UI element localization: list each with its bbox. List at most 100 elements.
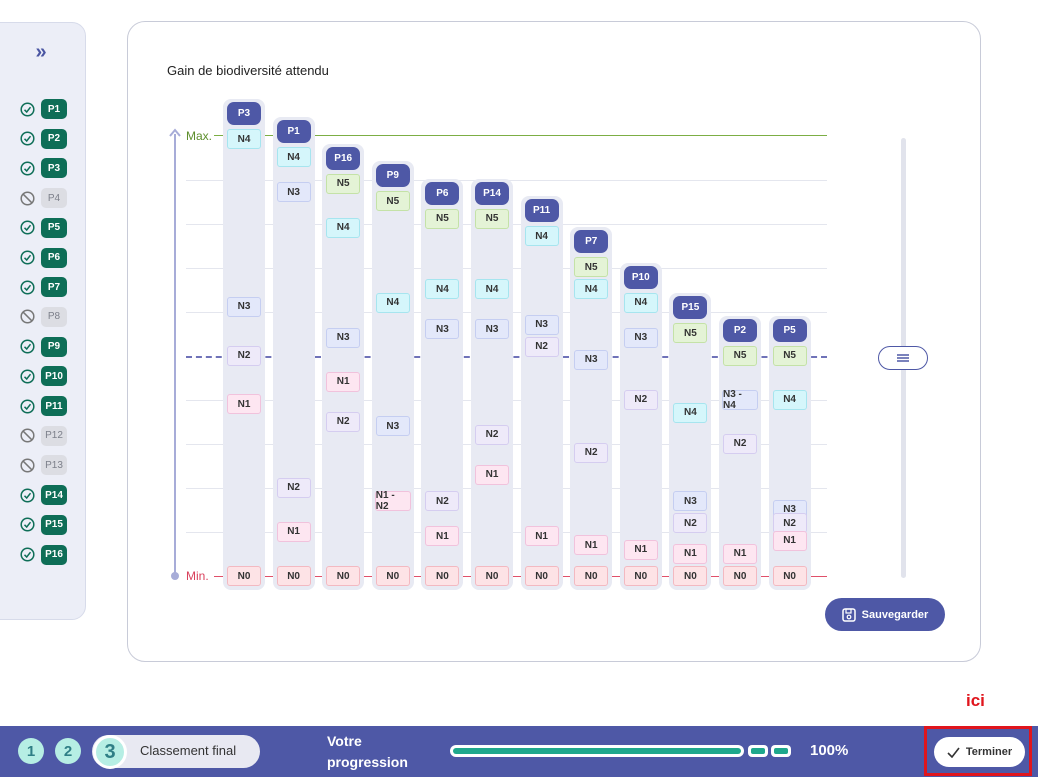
level-chip[interactable]: N3: [425, 319, 460, 340]
check-circle-icon[interactable]: [19, 131, 35, 147]
level-chip[interactable]: N2: [673, 513, 708, 534]
sidebar-item-p1[interactable]: P1: [19, 99, 79, 119]
step-1-button[interactable]: 1: [18, 738, 44, 764]
level-chip[interactable]: N1: [673, 543, 708, 564]
level-chip[interactable]: N0: [425, 566, 460, 586]
check-circle-icon[interactable]: [19, 220, 35, 236]
level-chip[interactable]: N3: [276, 182, 311, 203]
column-header[interactable]: P15: [673, 296, 708, 320]
finish-button[interactable]: Terminer: [934, 737, 1025, 767]
sidebar-item-p10[interactable]: P10: [19, 366, 79, 387]
level-chip[interactable]: N1: [475, 464, 509, 485]
level-chip[interactable]: N2: [326, 411, 361, 432]
double-chevron-right-icon[interactable]: »: [35, 41, 47, 63]
level-chip[interactable]: N1: [227, 394, 261, 414]
project-column-p16[interactable]: [322, 143, 365, 590]
sidebar-item-p11[interactable]: P11: [19, 396, 79, 416]
level-chip[interactable]: N1: [723, 543, 757, 564]
level-chip[interactable]: N5: [723, 345, 757, 366]
level-chip[interactable]: N0: [326, 566, 361, 586]
level-chip[interactable]: N4: [425, 279, 460, 300]
level-chip[interactable]: N2: [276, 477, 311, 498]
column-header[interactable]: P3: [227, 102, 261, 126]
project-column-p10[interactable]: [619, 262, 662, 590]
level-chip[interactable]: N2: [623, 389, 658, 410]
level-chip[interactable]: N4: [623, 292, 658, 313]
ban-icon[interactable]: [19, 309, 35, 325]
level-chip[interactable]: N3: [375, 416, 410, 437]
sidebar-item-p7[interactable]: P7: [19, 277, 79, 298]
level-chip[interactable]: N2: [574, 442, 609, 463]
column-header[interactable]: P7: [574, 230, 609, 254]
level-chip[interactable]: N0: [673, 566, 708, 586]
level-chip[interactable]: N2: [723, 433, 757, 454]
sidebar-item-p2[interactable]: P2: [19, 128, 79, 149]
level-chip[interactable]: N4: [326, 217, 361, 238]
level-chip[interactable]: N0: [227, 566, 261, 586]
level-chip[interactable]: N3: [227, 296, 261, 317]
check-circle-icon[interactable]: [19, 398, 35, 414]
check-circle-icon[interactable]: [19, 547, 35, 563]
level-chip[interactable]: N5: [772, 345, 807, 366]
ban-icon[interactable]: [19, 190, 35, 206]
level-chip[interactable]: N0: [723, 566, 757, 586]
level-chip[interactable]: N4: [276, 147, 311, 168]
level-chip[interactable]: N4: [673, 402, 708, 423]
sidebar-item-p8[interactable]: P8: [19, 306, 79, 327]
step-2-button[interactable]: 2: [55, 738, 81, 764]
level-chip[interactable]: N2: [227, 345, 261, 366]
ban-icon[interactable]: [19, 457, 35, 473]
level-chip[interactable]: N4: [375, 292, 410, 313]
level-chip[interactable]: N1: [772, 530, 807, 551]
sidebar-item-p15[interactable]: P15: [19, 514, 79, 535]
level-chip[interactable]: N1: [276, 521, 311, 542]
level-chip[interactable]: N4: [475, 279, 509, 300]
level-chip[interactable]: N3 - N4: [722, 389, 758, 411]
sidebar-item-p16[interactable]: P16: [19, 544, 79, 565]
column-header[interactable]: P14: [475, 181, 509, 205]
level-chip[interactable]: N5: [326, 173, 361, 194]
level-chip[interactable]: N3: [673, 491, 708, 512]
level-chip[interactable]: N1: [524, 526, 559, 547]
level-chip[interactable]: N0: [623, 566, 658, 586]
column-header[interactable]: P11: [524, 199, 559, 223]
sidebar-item-p14[interactable]: P14: [19, 485, 79, 506]
level-chip[interactable]: N3: [326, 327, 361, 348]
level-chip[interactable]: N1: [574, 535, 609, 556]
sidebar-item-p13[interactable]: P13: [19, 455, 79, 476]
level-chip[interactable]: N4: [227, 129, 261, 150]
project-column-p14[interactable]: [471, 178, 513, 590]
check-circle-icon[interactable]: [19, 160, 35, 176]
sidebar-item-p12[interactable]: P12: [19, 425, 79, 446]
level-chip[interactable]: N0: [524, 566, 559, 586]
level-chip[interactable]: N4: [574, 279, 609, 300]
level-chip[interactable]: N5: [673, 323, 708, 344]
project-column-p6[interactable]: [421, 178, 464, 590]
level-chip[interactable]: N1: [425, 526, 460, 547]
check-circle-icon[interactable]: [19, 517, 35, 533]
level-chip[interactable]: N5: [375, 191, 410, 212]
column-header[interactable]: P16: [326, 146, 361, 170]
level-chip[interactable]: N4: [524, 226, 559, 247]
project-column-p11[interactable]: [520, 196, 563, 590]
level-chip[interactable]: N1 - N2: [374, 490, 411, 512]
level-chip[interactable]: N0: [574, 566, 609, 586]
column-header[interactable]: P5: [772, 318, 807, 342]
sidebar-item-p5[interactable]: P5: [19, 217, 79, 238]
check-circle-icon[interactable]: [19, 101, 35, 117]
level-chip[interactable]: N0: [375, 566, 410, 586]
ban-icon[interactable]: [19, 428, 35, 444]
threshold-slider-handle[interactable]: [878, 346, 928, 370]
level-chip[interactable]: N2: [425, 491, 460, 512]
level-chip[interactable]: N3: [623, 327, 658, 348]
level-chip[interactable]: N5: [574, 257, 609, 278]
level-chip[interactable]: N3: [524, 314, 559, 335]
project-column-p9[interactable]: [371, 161, 414, 590]
check-circle-icon[interactable]: [19, 279, 35, 295]
project-column-p3[interactable]: [223, 99, 265, 590]
sidebar-item-p4[interactable]: P4: [19, 188, 79, 209]
column-header[interactable]: P10: [623, 265, 658, 289]
level-chip[interactable]: N3: [574, 349, 609, 370]
column-header[interactable]: P6: [425, 181, 460, 205]
level-chip[interactable]: N1: [623, 539, 658, 560]
